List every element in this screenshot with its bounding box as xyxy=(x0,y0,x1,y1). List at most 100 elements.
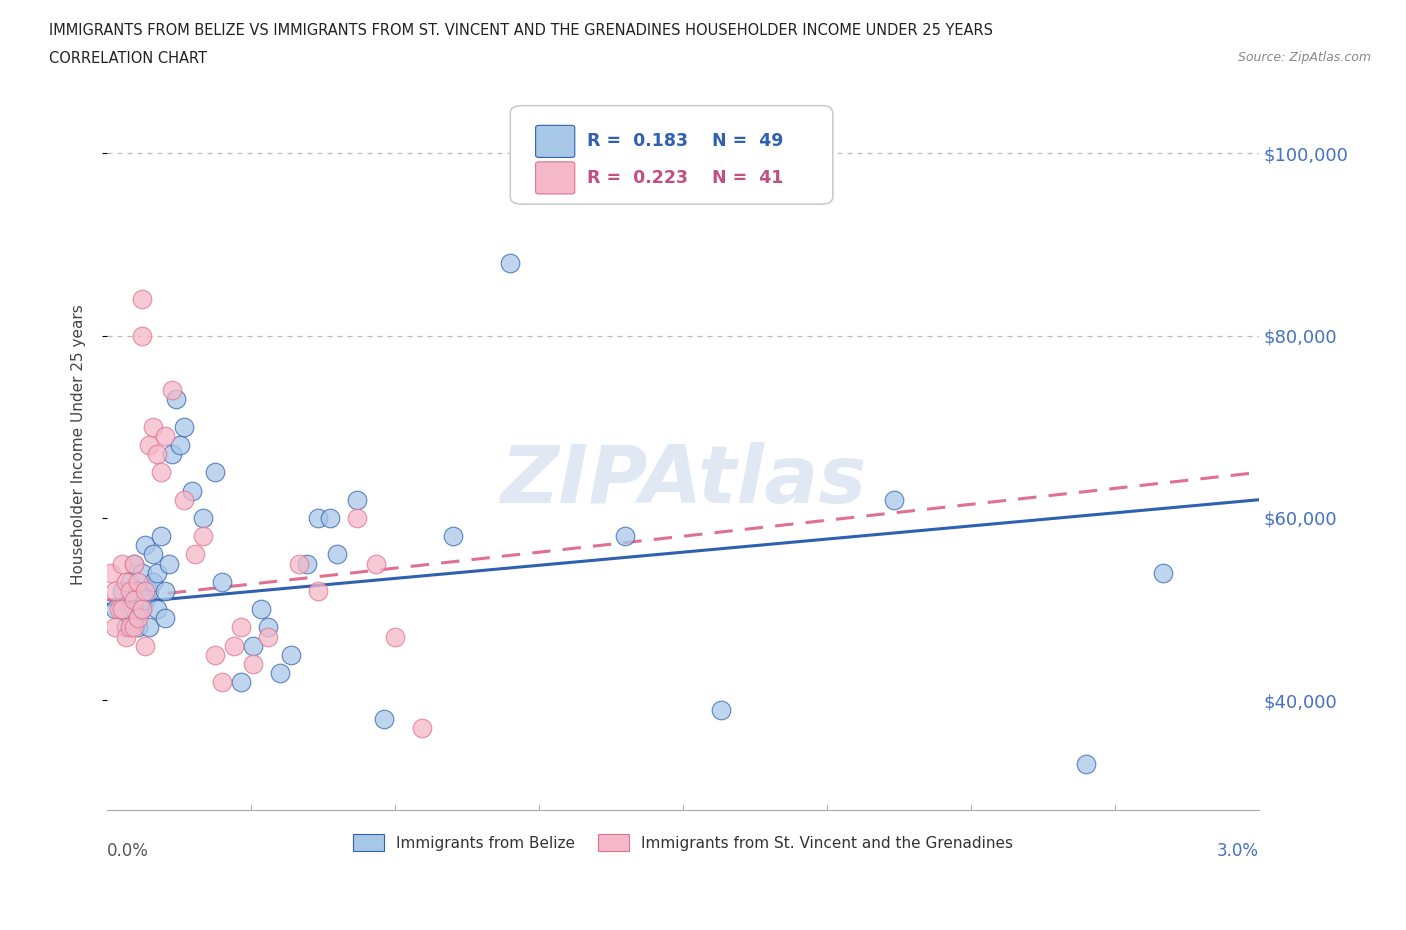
Point xyxy=(142,547,165,562)
Text: 0.0%: 0.0% xyxy=(107,842,149,860)
Text: 3.0%: 3.0% xyxy=(1218,842,1260,860)
Point xyxy=(134,592,156,607)
Point xyxy=(307,583,329,598)
Point xyxy=(883,492,905,507)
Point xyxy=(153,583,176,598)
Point xyxy=(364,556,387,571)
Point xyxy=(204,647,226,662)
Point xyxy=(441,529,464,544)
FancyBboxPatch shape xyxy=(536,126,575,157)
Point xyxy=(131,292,153,307)
Point xyxy=(122,556,145,571)
Text: R =  0.183    N =  49: R = 0.183 N = 49 xyxy=(588,132,783,151)
Point xyxy=(120,620,142,635)
Point xyxy=(115,629,138,644)
Point xyxy=(131,565,153,580)
Point xyxy=(222,638,245,653)
Point xyxy=(122,602,145,617)
Point xyxy=(138,437,160,452)
Point xyxy=(146,602,169,617)
Point xyxy=(142,575,165,590)
FancyBboxPatch shape xyxy=(536,162,575,194)
Point xyxy=(131,602,153,617)
Point xyxy=(162,383,184,398)
Point xyxy=(104,583,127,598)
Point xyxy=(115,575,138,590)
Point xyxy=(231,675,253,690)
Point xyxy=(411,721,433,736)
Point xyxy=(280,647,302,662)
Point xyxy=(104,620,127,635)
Point xyxy=(326,547,349,562)
Text: ZIPAtlas: ZIPAtlas xyxy=(501,443,866,521)
Point xyxy=(146,446,169,461)
Point xyxy=(111,556,134,571)
Point xyxy=(373,711,395,726)
Point xyxy=(138,583,160,598)
Point xyxy=(499,255,522,270)
Point xyxy=(131,602,153,617)
Point xyxy=(173,419,195,434)
Point xyxy=(295,556,318,571)
Point xyxy=(1076,757,1098,772)
Point xyxy=(120,583,142,598)
Point xyxy=(120,575,142,590)
Point xyxy=(142,419,165,434)
Point xyxy=(138,620,160,635)
Point xyxy=(710,702,733,717)
Point xyxy=(149,465,172,480)
Point xyxy=(146,565,169,580)
Point xyxy=(134,583,156,598)
Text: CORRELATION CHART: CORRELATION CHART xyxy=(49,51,207,66)
Point xyxy=(231,620,253,635)
Point xyxy=(307,511,329,525)
Text: R =  0.223    N =  41: R = 0.223 N = 41 xyxy=(588,169,783,187)
Legend: Immigrants from Belize, Immigrants from St. Vincent and the Grenadines: Immigrants from Belize, Immigrants from … xyxy=(347,828,1019,857)
Point xyxy=(1152,565,1174,580)
Point xyxy=(346,492,368,507)
Point xyxy=(127,611,149,626)
Point xyxy=(100,565,122,580)
Point xyxy=(269,666,291,681)
Point xyxy=(134,538,156,552)
Point xyxy=(614,529,637,544)
Point xyxy=(134,638,156,653)
Point xyxy=(204,465,226,480)
Point xyxy=(162,446,184,461)
Point xyxy=(153,429,176,444)
Point xyxy=(242,657,264,671)
Point xyxy=(107,602,129,617)
Point xyxy=(211,575,233,590)
Y-axis label: Householder Income Under 25 years: Householder Income Under 25 years xyxy=(72,305,86,585)
Point xyxy=(169,437,191,452)
Point xyxy=(191,511,214,525)
Point xyxy=(127,620,149,635)
Point xyxy=(242,638,264,653)
Point xyxy=(346,511,368,525)
Point xyxy=(288,556,311,571)
Point xyxy=(249,602,271,617)
Point xyxy=(257,620,280,635)
Point xyxy=(211,675,233,690)
Point xyxy=(149,529,172,544)
Text: IMMIGRANTS FROM BELIZE VS IMMIGRANTS FROM ST. VINCENT AND THE GRENADINES HOUSEHO: IMMIGRANTS FROM BELIZE VS IMMIGRANTS FRO… xyxy=(49,23,993,38)
Point xyxy=(115,620,138,635)
Point xyxy=(153,611,176,626)
Point xyxy=(384,629,406,644)
FancyBboxPatch shape xyxy=(510,106,832,205)
Point xyxy=(122,620,145,635)
Point xyxy=(257,629,280,644)
Point xyxy=(127,583,149,598)
Point xyxy=(111,583,134,598)
Point xyxy=(122,556,145,571)
Point xyxy=(157,556,180,571)
Point xyxy=(127,575,149,590)
Point xyxy=(165,392,187,406)
Point xyxy=(122,592,145,607)
Point xyxy=(180,484,202,498)
Point xyxy=(111,602,134,617)
Text: Source: ZipAtlas.com: Source: ZipAtlas.com xyxy=(1237,51,1371,64)
Point xyxy=(104,602,127,617)
Point xyxy=(184,547,207,562)
Point xyxy=(131,328,153,343)
